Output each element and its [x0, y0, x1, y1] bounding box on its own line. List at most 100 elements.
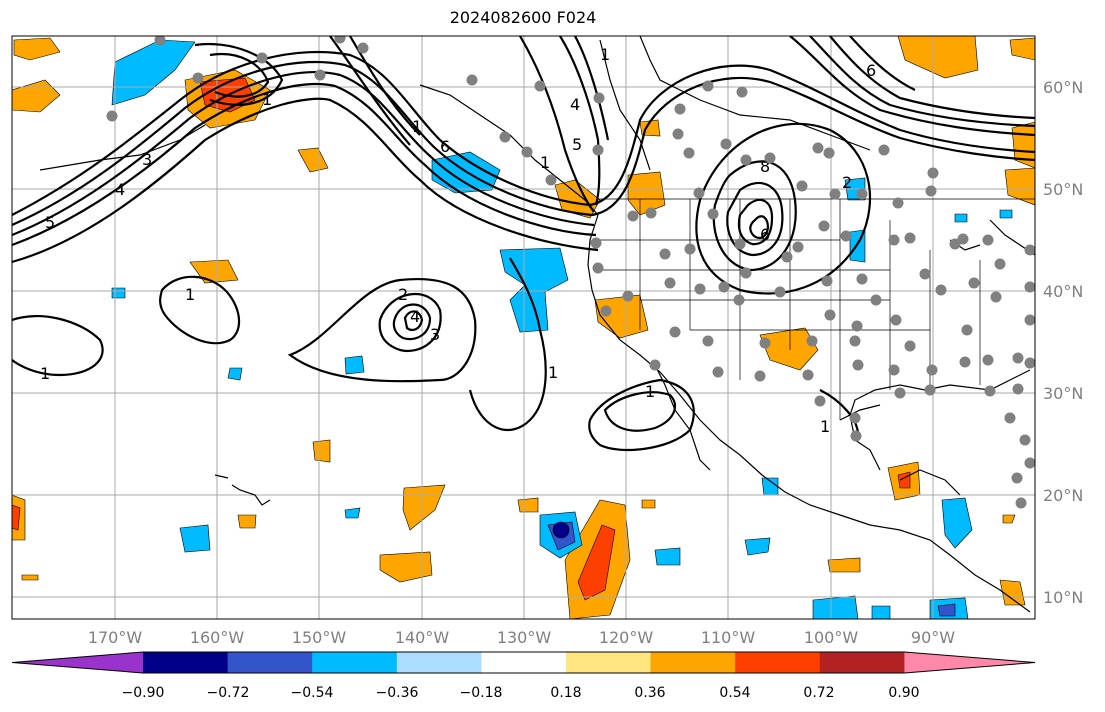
station-dot	[890, 314, 902, 326]
contour-label: 2	[842, 173, 852, 192]
station-dot	[994, 258, 1006, 270]
lon-label: 150°W	[292, 628, 347, 647]
station-dot	[720, 138, 732, 150]
map-frame	[11, 35, 1036, 620]
station-dot	[1024, 314, 1035, 326]
station-dot	[824, 309, 836, 321]
colorbar-outline	[11, 651, 1036, 674]
station-dot	[984, 385, 996, 397]
station-dot	[781, 251, 793, 263]
station-dot	[256, 52, 268, 64]
colorbar-tick-label: 0.54	[719, 685, 750, 701]
station-dot	[927, 167, 939, 179]
contour-label: 2	[398, 285, 408, 304]
station-dot	[802, 369, 814, 381]
station-dot	[593, 92, 605, 104]
station-dot	[957, 233, 969, 245]
station-dot	[968, 277, 980, 289]
colorbar-segment	[143, 652, 229, 673]
contour-label: 4	[570, 95, 580, 114]
lon-label: 120°W	[599, 628, 654, 647]
station-dot	[926, 364, 938, 376]
station-dot	[192, 72, 204, 84]
colorbar	[11, 651, 1036, 674]
station-dot	[849, 412, 861, 424]
station-dot	[774, 286, 786, 298]
map-title: 2024082600 F024	[449, 8, 597, 27]
station-dot	[592, 262, 604, 274]
station-dot	[718, 281, 730, 293]
station-dot	[1024, 244, 1035, 256]
station-dot	[659, 248, 671, 260]
lat-labels: 60°N 50°N 40°N 30°N 20°N 10°N	[1043, 78, 1083, 607]
colorbar-segment	[396, 652, 482, 673]
contour-label: 3	[142, 150, 152, 169]
station-dot	[466, 74, 478, 86]
colorbar-segment	[312, 652, 398, 673]
station-dot	[892, 197, 904, 209]
colorbar-tick-label: 0.72	[803, 685, 834, 701]
contour-label: 5	[45, 213, 55, 232]
station-dot	[499, 131, 511, 143]
station-dot	[734, 238, 746, 250]
lon-label: 130°W	[497, 628, 552, 647]
contour-label: 1	[540, 153, 550, 172]
station-dot	[888, 364, 900, 376]
station-dot	[870, 294, 882, 306]
station-dot	[949, 238, 961, 250]
lon-labels: 170°W 160°W 150°W 140°W 130°W 120°W 110°…	[88, 628, 955, 647]
station-dot	[919, 268, 931, 280]
colorbar-tick-label: 0.18	[550, 685, 581, 701]
station-dot	[664, 277, 676, 289]
colorbar-segment	[819, 652, 905, 673]
contour-label: 1	[820, 417, 830, 436]
station-dot	[674, 103, 686, 115]
contour-label: 1	[645, 382, 655, 401]
lon-label: 140°W	[395, 628, 450, 647]
station-dot	[694, 283, 706, 295]
station-dot	[357, 42, 369, 54]
contour-label-group: 1 1 1 1 2 4 3 5 4 3 6 1 4 5 6 2 6 8 1 1 …	[40, 45, 876, 436]
colorbar-tick-label: −0.36	[376, 685, 419, 701]
station-dot	[894, 387, 906, 399]
station-dot	[754, 370, 766, 382]
station-dots	[106, 36, 1035, 509]
lon-label: 100°W	[804, 628, 859, 647]
lat-label: 40°N	[1043, 282, 1083, 301]
station-dot	[759, 337, 771, 349]
colorbar-extension-low	[12, 652, 143, 673]
colorbar-segment	[735, 652, 821, 673]
station-dot	[852, 359, 864, 371]
contour-label: 8	[760, 157, 770, 176]
station-dot	[878, 144, 890, 156]
station-dot	[1015, 497, 1027, 509]
lat-label: 50°N	[1043, 180, 1083, 199]
station-dot	[712, 366, 724, 378]
station-dot	[856, 273, 868, 285]
station-dot	[600, 305, 612, 317]
lat-label: 60°N	[1043, 78, 1083, 97]
station-dot	[904, 340, 916, 352]
contour-label: 1	[40, 364, 50, 383]
contour-label: 1	[262, 90, 272, 109]
contour-label: 5	[572, 135, 582, 154]
lon-label: 160°W	[190, 628, 245, 647]
station-dot	[645, 207, 657, 219]
station-dot	[684, 243, 696, 255]
station-dot	[821, 275, 833, 287]
colorbar-segment	[566, 652, 652, 673]
lat-label: 30°N	[1043, 384, 1083, 403]
colorbar-tick-label: −0.72	[207, 685, 250, 701]
colorbar-tick-label: 0.36	[634, 685, 665, 701]
station-dot	[924, 384, 936, 396]
station-dot	[592, 144, 604, 156]
lat-label: 10°N	[1043, 588, 1083, 607]
station-dot	[904, 232, 916, 244]
colorbar-segment	[481, 652, 567, 673]
contour-label: 1	[412, 117, 422, 136]
lon-label: 90°W	[911, 628, 955, 647]
station-dot	[823, 147, 835, 159]
station-dot	[649, 359, 661, 371]
station-dot	[736, 86, 748, 98]
